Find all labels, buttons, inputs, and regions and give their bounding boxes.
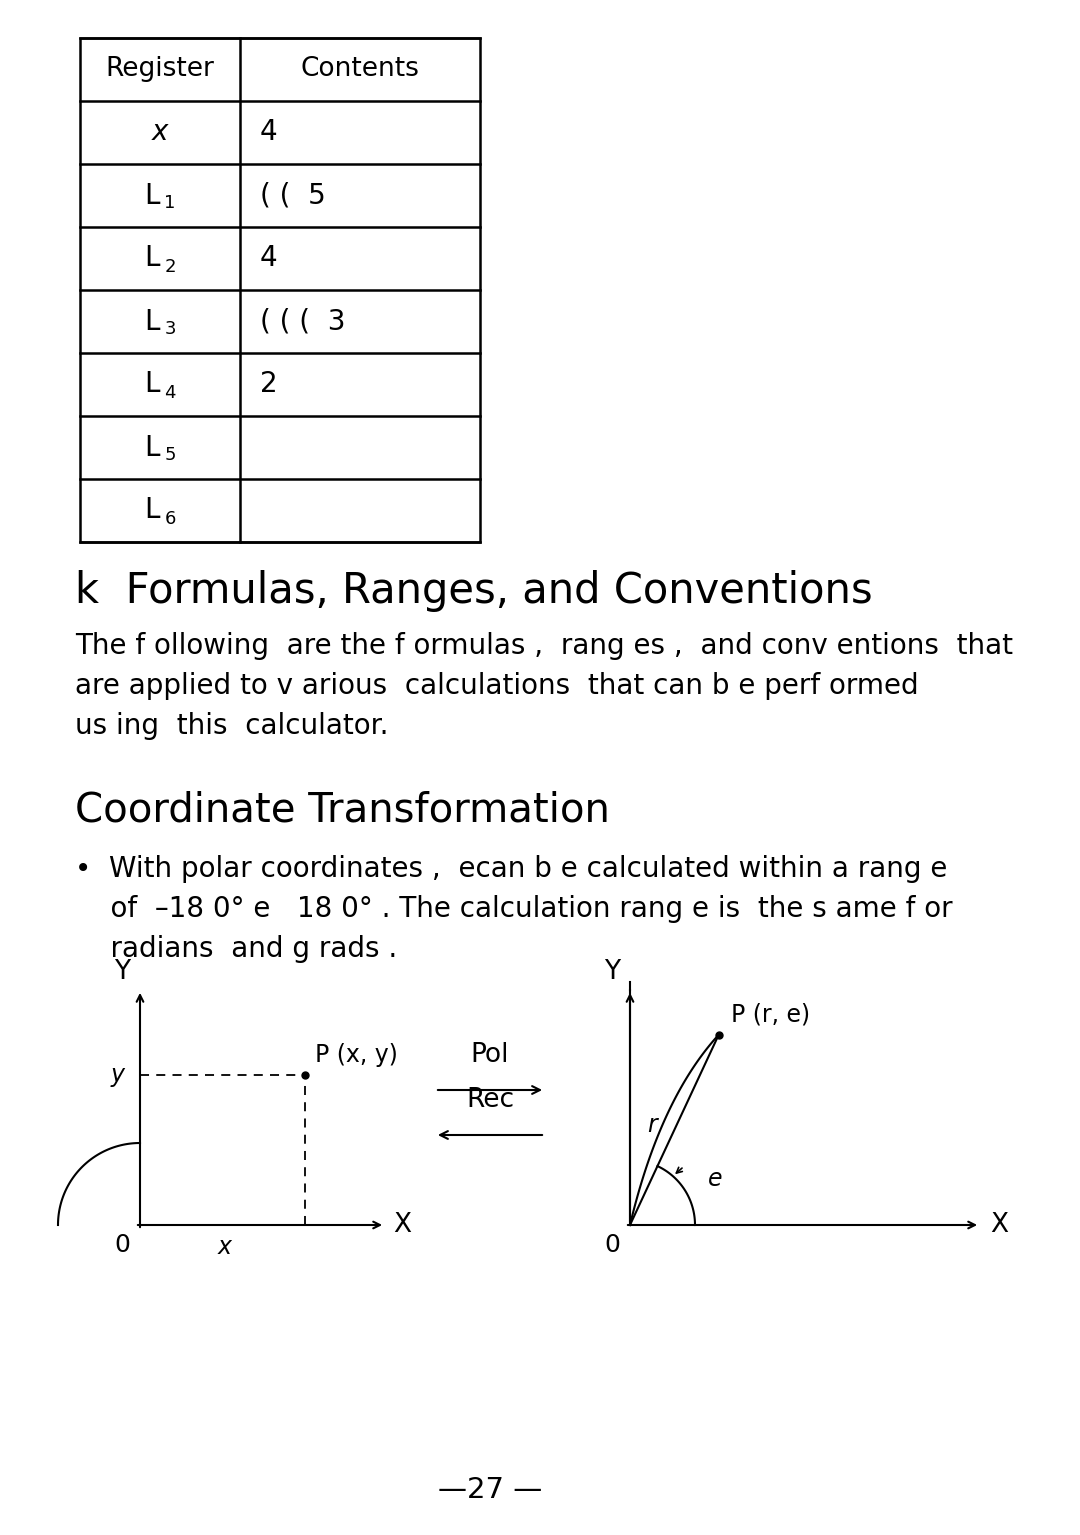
Text: L: L <box>145 496 160 525</box>
Text: 5: 5 <box>164 447 176 465</box>
Text: The f ollowing  are the f ormulas ,  rang es ,  and conv entions  that: The f ollowing are the f ormulas , rang … <box>75 632 1013 660</box>
Text: Y: Y <box>604 959 620 985</box>
Text: 3: 3 <box>164 321 176 339</box>
Text: e: e <box>707 1167 723 1191</box>
Text: 4: 4 <box>164 384 176 402</box>
Text: Register: Register <box>106 57 215 83</box>
Text: 4: 4 <box>260 118 278 146</box>
Text: 1: 1 <box>164 195 176 212</box>
Text: us ing  this  calculator.: us ing this calculator. <box>75 712 389 740</box>
Text: Pol: Pol <box>471 1042 510 1068</box>
Text: radians  and g rads .: radians and g rads . <box>75 935 397 962</box>
Text: k  Formulas, Ranges, and Conventions: k Formulas, Ranges, and Conventions <box>75 569 873 612</box>
Text: L: L <box>145 433 160 462</box>
Text: Contents: Contents <box>300 57 419 83</box>
Text: L: L <box>145 307 160 336</box>
Text: —27 —: —27 — <box>437 1477 542 1504</box>
Text: 0: 0 <box>114 1233 130 1257</box>
Text: of  –18 0° e   18 0° . The calculation rang e is  the s ame f or: of –18 0° e 18 0° . The calculation rang… <box>75 895 953 923</box>
Text: ( (  5: ( ( 5 <box>260 181 326 209</box>
Text: Coordinate Transformation: Coordinate Transformation <box>75 791 610 830</box>
Text: 0: 0 <box>604 1233 620 1257</box>
Text: Y: Y <box>113 959 130 985</box>
Text: 6: 6 <box>164 510 176 528</box>
Text: X: X <box>990 1213 1008 1239</box>
Text: x: x <box>218 1236 232 1259</box>
Text: ( ( (  3: ( ( ( 3 <box>260 307 346 336</box>
Text: 2: 2 <box>164 258 176 275</box>
Text: L: L <box>145 244 160 273</box>
Text: Rec: Rec <box>465 1087 514 1113</box>
Text: are applied to v arious  calculations  that can b e perf ormed: are applied to v arious calculations tha… <box>75 672 919 700</box>
Text: P (x, y): P (x, y) <box>315 1042 397 1067</box>
Text: 4: 4 <box>260 244 278 273</box>
Text: x: x <box>152 118 168 146</box>
Text: •  With polar coordinates ,  ecan b e calculated within a rang e: • With polar coordinates , ecan b e calc… <box>75 855 947 883</box>
Text: 2: 2 <box>260 370 278 399</box>
Text: X: X <box>393 1213 411 1239</box>
Bar <box>80 38 480 542</box>
Text: r: r <box>648 1113 658 1137</box>
Text: y: y <box>111 1064 125 1087</box>
Text: P (r, e): P (r, e) <box>731 1002 810 1027</box>
Text: L: L <box>145 181 160 209</box>
Text: L: L <box>145 370 160 399</box>
